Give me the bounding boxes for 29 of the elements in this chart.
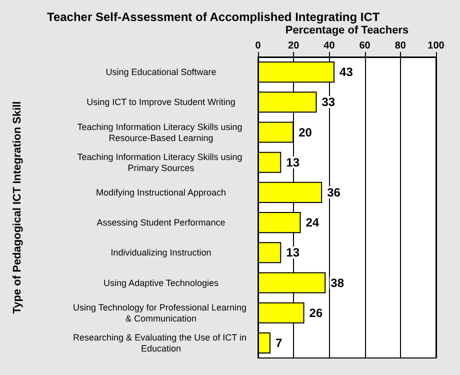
data-label: 43 [340,65,354,80]
y-axis-title: Type of Pedagogical ICT Integration Skill [12,101,24,314]
y-tick-label: Individualizing Instruction [110,248,212,258]
chart-title: Teacher Self-Assessment of Accomplished Integrating ICT [47,10,380,24]
x-tick-label: 100 [428,40,445,52]
data-label: 26 [309,306,323,320]
y-tick-label: Using Educational Software [106,67,216,78]
y-tick-label: Using Technology for Professional Learning & Communication [73,302,249,324]
data-label: 13 [286,155,300,170]
y-tick-label: Researching & Evaluating the Use of ICT in Education [73,332,249,354]
y-tick-label: Using Adaptive Technologies [104,278,219,288]
y-tick-label: Using ICT to Improve Student Writing [86,97,236,108]
x-tick-label: 80 [394,40,406,52]
x-tick-label: 0 [255,40,262,52]
data-label: 38 [330,276,344,290]
y-tick-label: Modifying Instructional Approach [96,187,226,198]
y-tick-label: Teaching Information Literacy Skills using Primary Sources [77,152,245,173]
data-label: 33 [322,95,336,110]
data-label: 36 [327,185,341,200]
y-tick-label: Teaching Information Literacy Skills using Resource-Based Learning [77,122,245,143]
y-tick-label: Assessing Student Performance [96,218,226,228]
data-label: 7 [275,336,282,350]
x-axis-title: Percentage of Teachers [285,24,409,37]
x-tick-label: 20 [288,40,300,52]
x-tick-label: 40 [324,40,336,52]
data-label: 13 [286,246,300,260]
data-label: 20 [298,125,312,140]
x-tick-label: 60 [359,40,371,52]
data-label: 24 [306,216,320,230]
